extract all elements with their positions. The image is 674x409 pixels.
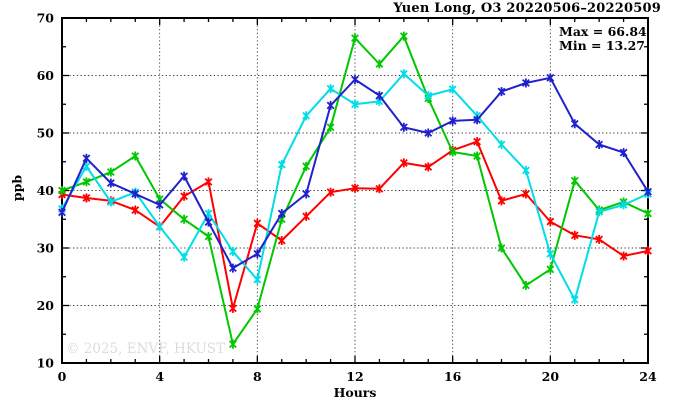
- y-tick-label: 10: [37, 356, 55, 371]
- x-tick-label: 20: [542, 369, 560, 384]
- series-blue-day: [58, 73, 652, 273]
- min-annotation: Min = 13.27: [559, 38, 645, 53]
- y-tick-label: 30: [37, 241, 55, 256]
- chart-title: Yuen Long, O3 20220506–20220509: [393, 1, 661, 16]
- series-cyan-day: [58, 69, 652, 305]
- x-tick-label: 24: [639, 369, 657, 384]
- x-tick-label: 12: [346, 369, 363, 384]
- max-annotation: Max = 66.84: [559, 24, 647, 39]
- series-markers-cyan-day: [58, 69, 652, 305]
- x-axis-label: Hours: [333, 385, 377, 400]
- y-tick-label: 50: [37, 126, 55, 141]
- x-tick-label: 0: [58, 369, 67, 384]
- y-tick-label: 70: [37, 11, 55, 26]
- x-tick-label: 16: [444, 369, 462, 384]
- y-tick-label: 20: [37, 298, 55, 313]
- watermark: © 2025, ENVF, HKUST: [66, 341, 226, 357]
- series-markers-red-day: [58, 137, 652, 313]
- y-tick-label: 40: [37, 183, 55, 198]
- x-tick-label: 8: [253, 369, 262, 384]
- series-red-day: [58, 137, 652, 313]
- series-markers-blue-day: [58, 73, 652, 273]
- y-tick-label: 60: [37, 68, 55, 83]
- x-tick-label: 4: [155, 369, 164, 384]
- tick-labels: 10 20 30 40 50 60 70 0 4 8 12 16 20 24: [37, 11, 657, 385]
- stats-annotation: Max = 66.84 Min = 13.27: [559, 25, 647, 53]
